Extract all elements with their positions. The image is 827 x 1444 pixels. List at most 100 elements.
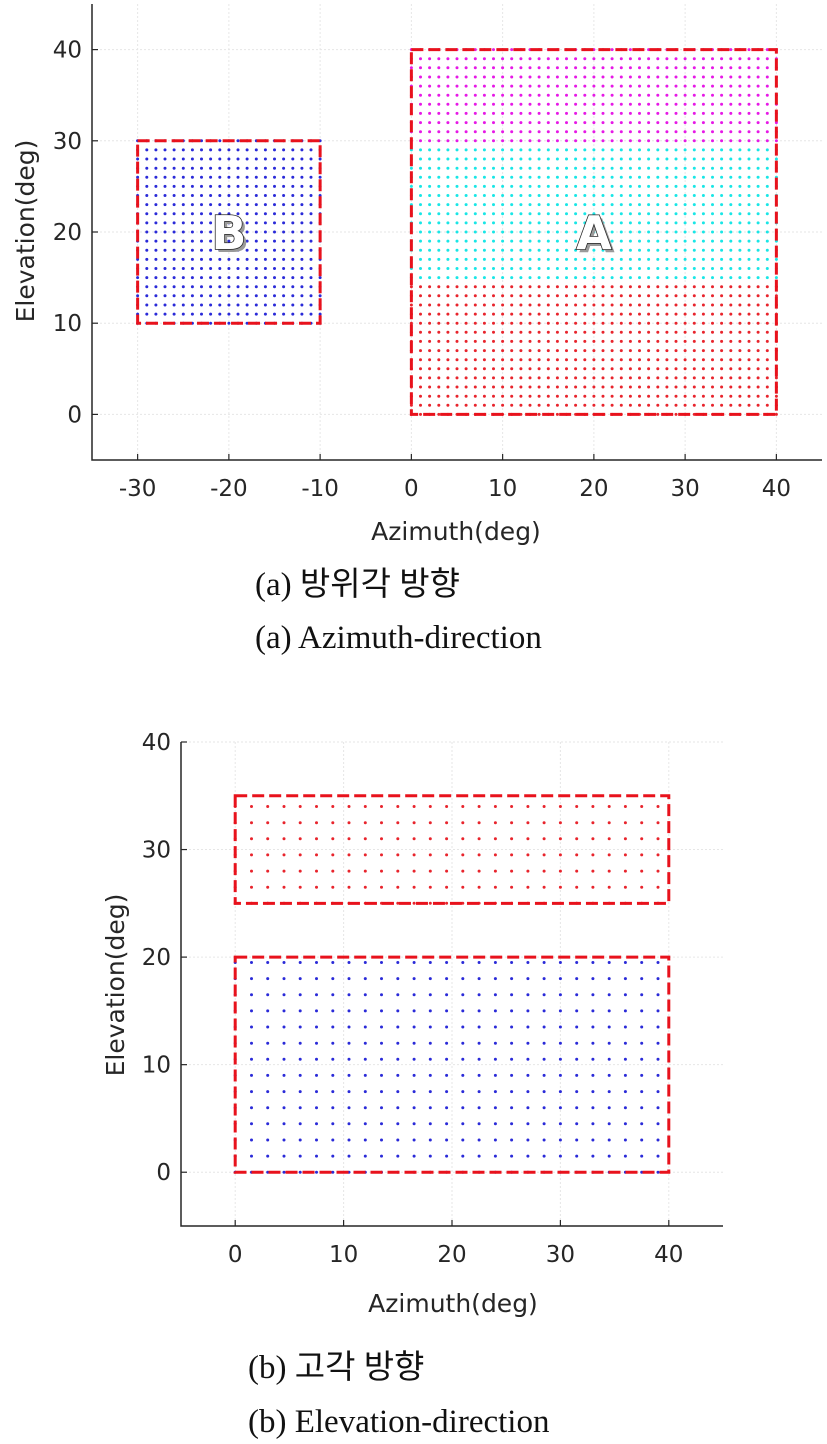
data-point bbox=[190, 184, 194, 188]
data-point bbox=[555, 312, 559, 316]
data-point bbox=[692, 57, 696, 61]
data-point bbox=[756, 102, 760, 106]
data-point bbox=[315, 1154, 318, 1158]
data-point bbox=[738, 212, 742, 216]
data-point bbox=[154, 285, 158, 289]
x-axis-label: Azimuth(deg) bbox=[368, 1289, 538, 1318]
data-point bbox=[623, 1025, 627, 1029]
data-point bbox=[583, 166, 587, 170]
data-point bbox=[610, 111, 614, 115]
data-point bbox=[136, 157, 140, 161]
data-point bbox=[300, 294, 304, 298]
data-point bbox=[526, 1154, 530, 1158]
data-point bbox=[493, 1073, 497, 1077]
data-point bbox=[446, 121, 450, 125]
data-point bbox=[765, 102, 769, 106]
data-point bbox=[542, 1009, 546, 1013]
data-point bbox=[528, 267, 532, 270]
data-point bbox=[640, 1154, 644, 1158]
data-point bbox=[145, 303, 149, 307]
data-point bbox=[711, 75, 714, 79]
data-point bbox=[492, 267, 495, 270]
data-point bbox=[172, 257, 176, 261]
data-point bbox=[591, 1009, 595, 1013]
data-point bbox=[756, 212, 760, 216]
data-point bbox=[446, 84, 450, 88]
data-point bbox=[701, 84, 705, 88]
data-point bbox=[638, 166, 641, 170]
data-point bbox=[163, 248, 167, 252]
data-point bbox=[526, 853, 530, 857]
data-point bbox=[583, 349, 587, 353]
data-point bbox=[656, 294, 660, 298]
data-point bbox=[711, 130, 714, 134]
data-point bbox=[445, 1009, 449, 1013]
data-point bbox=[683, 111, 687, 115]
data-point bbox=[583, 312, 587, 316]
data-point bbox=[263, 148, 267, 152]
data-point bbox=[528, 376, 532, 380]
data-point bbox=[492, 111, 495, 115]
data-point bbox=[163, 157, 167, 161]
data-point bbox=[218, 221, 222, 225]
data-point bbox=[638, 294, 641, 298]
data-point bbox=[218, 194, 222, 197]
data-point bbox=[482, 175, 486, 179]
data-point bbox=[765, 230, 769, 234]
data-point bbox=[291, 303, 295, 307]
data-point bbox=[464, 84, 468, 88]
y-tick-label: 10 bbox=[142, 1053, 171, 1079]
data-point bbox=[145, 148, 149, 152]
data-point bbox=[623, 805, 627, 808]
data-point bbox=[558, 837, 562, 841]
data-point bbox=[519, 84, 523, 88]
data-point bbox=[291, 312, 295, 316]
data-point bbox=[291, 212, 295, 216]
data-point bbox=[765, 212, 769, 216]
data-point bbox=[461, 1073, 465, 1077]
data-point bbox=[711, 394, 714, 398]
data-point bbox=[711, 248, 714, 252]
data-point bbox=[273, 175, 276, 179]
data-point bbox=[510, 869, 514, 873]
data-point bbox=[282, 285, 286, 289]
data-point bbox=[574, 248, 578, 252]
data-point bbox=[493, 869, 497, 873]
data-point bbox=[510, 84, 514, 88]
data-point bbox=[428, 230, 432, 234]
data-point bbox=[526, 993, 530, 997]
data-point bbox=[501, 376, 505, 380]
data-point bbox=[300, 221, 304, 225]
data-point bbox=[291, 203, 295, 207]
data-point bbox=[218, 312, 222, 316]
data-point bbox=[218, 285, 222, 289]
data-point bbox=[647, 166, 651, 170]
data-point bbox=[282, 837, 286, 841]
data-point bbox=[428, 1090, 432, 1094]
data-point bbox=[446, 248, 450, 252]
data-point bbox=[574, 303, 578, 307]
data-point bbox=[464, 248, 468, 252]
data-point bbox=[298, 853, 302, 857]
data-point bbox=[574, 267, 578, 270]
data-point bbox=[638, 75, 641, 79]
data-point bbox=[623, 1009, 627, 1013]
data-point bbox=[163, 276, 167, 280]
data-point bbox=[623, 837, 627, 841]
data-point bbox=[607, 977, 611, 981]
data-point bbox=[674, 212, 678, 216]
data-point bbox=[610, 257, 614, 261]
data-point bbox=[347, 1154, 351, 1158]
data-point bbox=[683, 257, 687, 261]
data-point bbox=[227, 230, 231, 234]
data-point bbox=[747, 66, 751, 70]
data-point bbox=[492, 339, 495, 343]
data-point bbox=[492, 48, 495, 52]
data-point bbox=[291, 276, 295, 280]
data-point bbox=[501, 394, 505, 398]
data-point bbox=[412, 1073, 416, 1077]
data-point bbox=[601, 330, 605, 334]
data-point bbox=[555, 212, 559, 216]
data-point bbox=[492, 212, 495, 216]
data-point bbox=[263, 157, 267, 161]
